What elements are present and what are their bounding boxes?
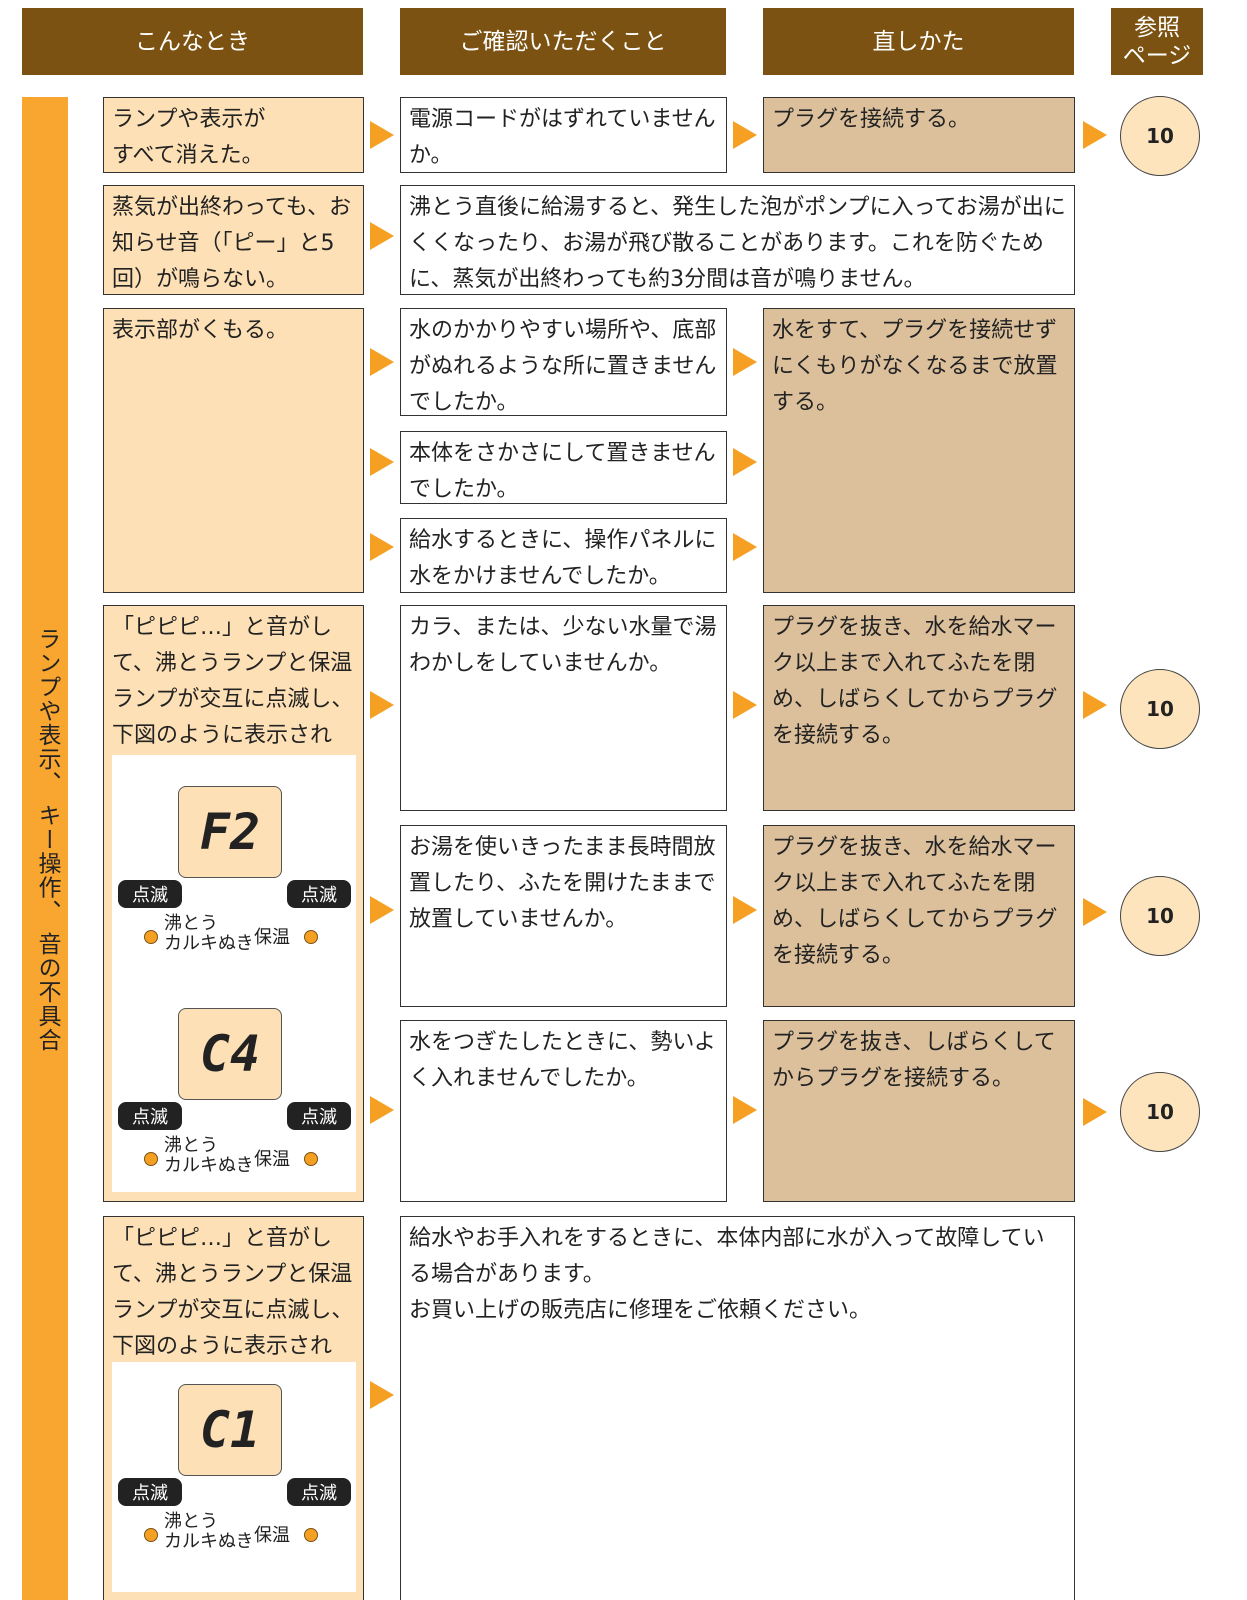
lamp [304, 1152, 318, 1166]
lamp-label: 沸とう カルキぬき [164, 1511, 254, 1552]
badge: 点滅 [118, 1478, 182, 1506]
side-bar: ランプや表示、 キー操作、 音の不具合 [22, 97, 68, 1600]
arrow [733, 896, 757, 924]
lamp-label: 保温 [254, 1149, 290, 1170]
arrow [733, 348, 757, 376]
badge: 点滅 [287, 880, 351, 908]
arrow [370, 896, 394, 924]
page-ref: 10 [1120, 669, 1200, 749]
arrow [733, 121, 757, 149]
lamp [144, 1528, 158, 1542]
display-area: C1 点滅 点滅 沸とう カルキぬき 保温 [112, 1362, 356, 1592]
situation: 表示部がくもる。 [103, 308, 364, 593]
page-ref: 10 [1120, 876, 1200, 956]
display: C1 点滅 点滅 沸とう カルキぬき 保温 [112, 1384, 356, 1574]
check: 水をつぎたしたときに、勢いよく入れませんでしたか。 [400, 1020, 727, 1202]
arrow [370, 1381, 394, 1409]
display: F2 点滅 点滅 沸とう カルキぬき 保温 [112, 786, 356, 976]
lamp [304, 930, 318, 944]
arrow [733, 533, 757, 561]
reference-header: 参照 ページ [1111, 8, 1203, 75]
arrow [733, 691, 757, 719]
lamp-label: 沸とう カルキぬき [164, 1135, 254, 1176]
display-code: C1 [178, 1384, 282, 1476]
arrow [370, 121, 394, 149]
arrow [1083, 121, 1107, 149]
arrow [370, 448, 394, 476]
arrow [370, 1096, 394, 1124]
badge: 点滅 [287, 1102, 351, 1130]
badge: 点滅 [287, 1478, 351, 1506]
arrow [733, 1096, 757, 1124]
check: カラ、または、少ない水量で湯わかしをしていませんか。 [400, 605, 727, 811]
side-label: ランプや表示、 キー操作、 音の不具合 [34, 627, 60, 1052]
check: お湯を使いきったまま長時間放置したり、ふたを開けたままで放置していませんか。 [400, 825, 727, 1007]
note: 沸とう直後に給湯すると、発生した泡がポンプに入ってお湯が出にくくなったり、お湯が… [400, 185, 1075, 295]
situation: ランプや表示が すべて消えた。 [103, 97, 364, 173]
lamp-label: 沸とう カルキぬき [164, 913, 254, 954]
arrow [1083, 1098, 1107, 1126]
arrow [370, 222, 394, 250]
arrow [1083, 691, 1107, 719]
lamp [144, 1152, 158, 1166]
fix: 水をすて、プラグを接続せずにくもりがなくなるまで放置する。 [763, 308, 1075, 593]
fix: プラグを抜き、しばらくしてからプラグを接続する。 [763, 1020, 1075, 1202]
column-header: こんなとき [22, 8, 363, 75]
arrow [370, 691, 394, 719]
badge: 点滅 [118, 880, 182, 908]
page-ref: 10 [1120, 96, 1200, 176]
badge: 点滅 [118, 1102, 182, 1130]
lamp-label: 保温 [254, 927, 290, 948]
check: 給水するときに、操作パネルに水をかけませんでしたか。 [400, 518, 727, 593]
check: 水のかかりやすい場所や、底部がぬれるような所に置きませんでしたか。 [400, 308, 727, 416]
display-code: C4 [178, 1008, 282, 1100]
column-header: 直しかた [763, 8, 1074, 75]
lamp-label: 保温 [254, 1525, 290, 1546]
page-ref: 10 [1120, 1072, 1200, 1152]
check: 電源コードがはずれていませんか。 [400, 97, 727, 173]
display: C4 点滅 点滅 沸とう カルキぬき 保温 [112, 1008, 356, 1198]
note: 給水やお手入れをするときに、本体内部に水が入って故障している場合があります。 お… [400, 1216, 1075, 1600]
display-area: F2 点滅 点滅 沸とう カルキぬき 保温 C4 点滅 点滅 沸とう カルキぬき… [112, 755, 356, 1192]
lamp [304, 1528, 318, 1542]
column-header: ご確認いただくこと [400, 8, 726, 75]
arrow [370, 348, 394, 376]
arrow [370, 533, 394, 561]
check: 本体をさかさにして置きませんでしたか。 [400, 431, 727, 504]
lamp [144, 930, 158, 944]
fix: プラグを接続する。 [763, 97, 1075, 173]
fix: プラグを抜き、水を給水マーク以上まで入れてふたを閉め、しばらくしてからプラグを接… [763, 605, 1075, 811]
arrow [733, 448, 757, 476]
situation: 蒸気が出終わっても、お知らせ音（「ピー」と5回）が鳴らない。 [103, 185, 364, 295]
display-code: F2 [178, 786, 282, 878]
arrow [1083, 898, 1107, 926]
fix: プラグを抜き、水を給水マーク以上まで入れてふたを閉め、しばらくしてからプラグを接… [763, 825, 1075, 1007]
